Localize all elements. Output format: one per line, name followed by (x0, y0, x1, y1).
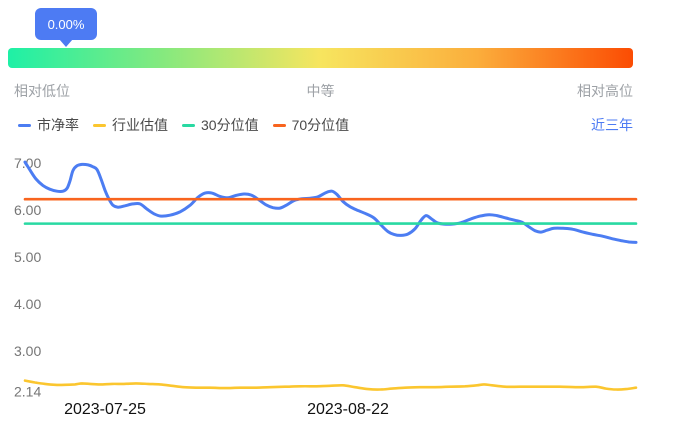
legend-row: 市净率 行业估值 30分位值 70分位值 近三年 (18, 114, 633, 136)
y-axis-tick-label: 7.00 (14, 155, 41, 171)
legend-item-label: 行业估值 (112, 117, 168, 133)
tooltip-value: 0.00% (47, 16, 85, 32)
legend-item-label: 30分位值 (201, 117, 259, 133)
position-tooltip: 0.00% (35, 8, 97, 47)
x-axis-tick-label: 2023-07-25 (64, 401, 146, 418)
series-line-1 (23, 379, 638, 391)
y-axis-tick-label: 4.00 (14, 296, 41, 312)
tooltip-arrow-icon (59, 39, 73, 47)
y-axis-tick-label: 5.00 (14, 249, 41, 265)
y-axis-tick-label: 2.14 (14, 383, 41, 399)
gradient-label-low: 相对低位 (14, 83, 70, 99)
legend-dash-icon (272, 123, 286, 127)
legend-item-label: 70分位值 (291, 117, 350, 133)
legend-item-1[interactable]: 行业估值 (93, 115, 168, 135)
legend-dash-icon (182, 123, 195, 127)
x-axis-tick-label: 2023-08-22 (307, 401, 389, 418)
legend-dash-icon (18, 123, 31, 127)
chart-legend: 市净率 行业估值 30分位值 70分位值 (18, 115, 591, 135)
legend-item-label: 市净率 (37, 117, 79, 133)
legend-item-2[interactable]: 30分位值 (182, 115, 259, 135)
valuation-gradient-bar (8, 48, 633, 68)
y-axis-tick-label: 3.00 (14, 343, 41, 359)
legend-item-3[interactable]: 70分位值 (272, 115, 350, 135)
gradient-label-mid: 中等 (306, 83, 335, 99)
series-line-0 (23, 160, 638, 244)
valuation-chart[interactable]: 7.00 6.00 5.00 4.00 3.00 2.14 2023-07-25 2023-0… (0, 145, 686, 442)
legend-item-0[interactable]: 市净率 (18, 115, 79, 135)
legend-dash-icon (93, 123, 106, 127)
time-range-selector[interactable]: 近三年 (591, 117, 633, 133)
gradient-labels: 相对低位 中等 相对高位 (8, 81, 633, 99)
y-axis-tick-label: 6.00 (14, 202, 41, 218)
gradient-label-high: 相对高位 (577, 83, 633, 99)
